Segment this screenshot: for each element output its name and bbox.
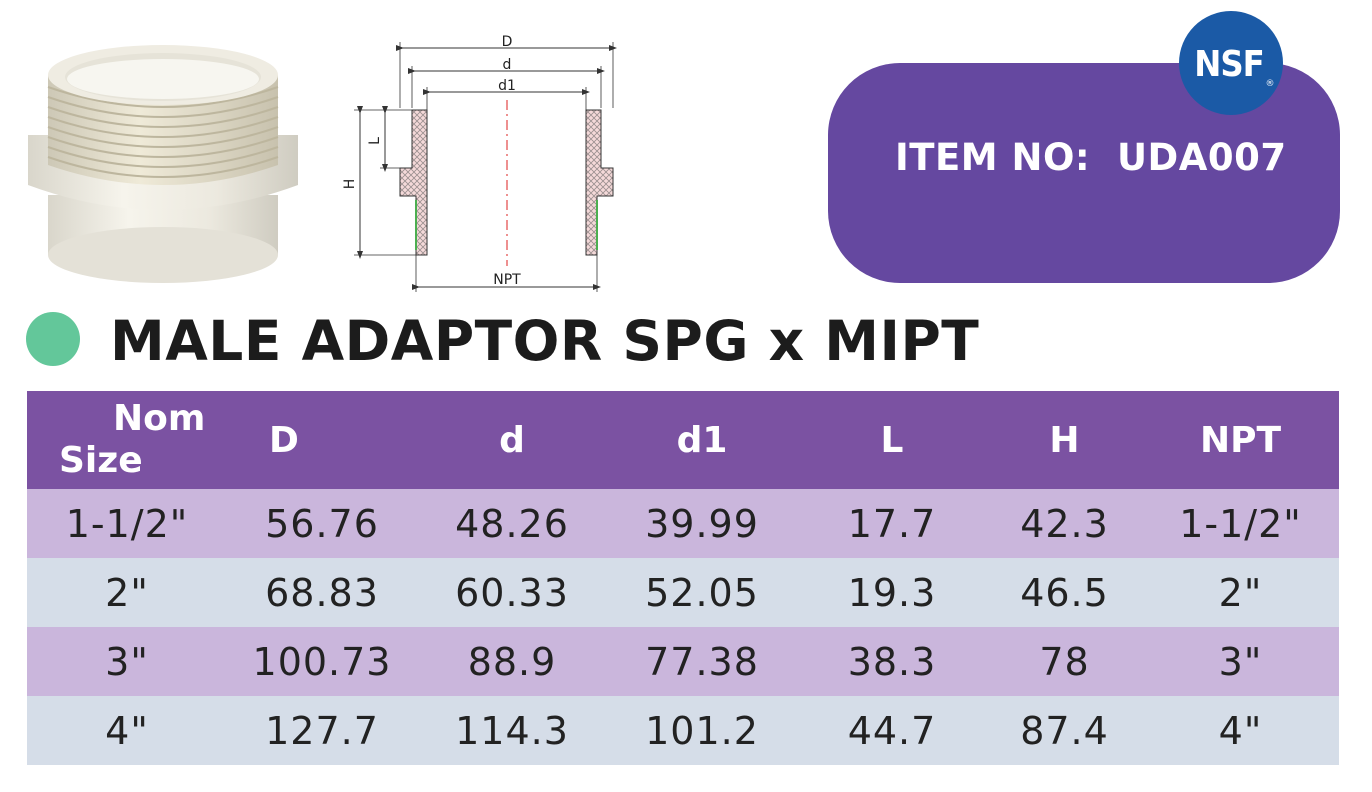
header-nom-size: Nom Size: [27, 391, 227, 489]
cell-d1: 101.2: [645, 708, 759, 753]
label-NPT: NPT: [493, 272, 521, 288]
technical-drawing: D d d1 H L NPT: [342, 34, 617, 292]
label-D: D: [502, 34, 513, 50]
cell-D: 100.73: [252, 639, 392, 684]
table-row: 3" 100.73 88.9 77.38 38.3 78 3": [27, 627, 1339, 696]
item-number: ITEM NO: UDA007: [895, 136, 1315, 179]
cell-NPT: 2": [1218, 570, 1263, 615]
label-H: H: [342, 179, 358, 190]
cell-NPT: 4": [1218, 708, 1263, 753]
cell-NPT: 1-1/2": [1179, 501, 1302, 546]
cell-d: 48.26: [455, 501, 569, 546]
cell-d1: 52.05: [645, 570, 759, 615]
cell-d: 60.33: [455, 570, 569, 615]
cell-d1: 77.38: [645, 639, 759, 684]
cell-D: 56.76: [265, 501, 379, 546]
table-header-row: Nom Size D d d1 L H NPT: [27, 391, 1339, 489]
cell-H: 42.3: [1020, 501, 1109, 546]
header-nom-line1: Nom: [113, 398, 206, 439]
nsf-logo-text: NSF: [1194, 44, 1264, 85]
cell-L: 44.7: [847, 708, 937, 753]
section-bullet: [26, 312, 80, 366]
label-d: d: [503, 57, 512, 73]
label-L: L: [367, 137, 383, 145]
cell-NPT: 3": [1218, 639, 1263, 684]
table-row: 4" 127.7 114.3 101.2 44.7 87.4 4": [27, 696, 1339, 765]
cell-L: 19.3: [847, 570, 937, 615]
cell-d1: 39.99: [645, 501, 759, 546]
cell-L: 17.7: [847, 501, 937, 546]
page-title: MALE ADAPTOR SPG x MIPT: [110, 309, 980, 373]
cell-nom-size: 3": [105, 639, 149, 684]
item-code: UDA007: [1116, 136, 1287, 179]
cell-nom-size: 4": [105, 708, 149, 753]
cell-nom-size: 2": [105, 570, 149, 615]
cell-D: 68.83: [265, 570, 379, 615]
table-row: 2" 68.83 60.33 52.05 19.3 46.5 2": [27, 558, 1339, 627]
cell-H: 46.5: [1020, 570, 1109, 615]
cell-H: 87.4: [1020, 708, 1109, 753]
cell-d: 114.3: [455, 708, 569, 753]
cell-nom-size: 1-1/2": [65, 501, 189, 546]
cell-D: 127.7: [265, 708, 379, 753]
header-L: L: [880, 419, 904, 461]
registered-mark: ®: [1266, 79, 1275, 89]
spec-table: Nom Size D d d1 L H NPT 1-1/2" 56.76 48.…: [27, 391, 1339, 765]
cell-H: 78: [1039, 639, 1090, 684]
header-d: d: [499, 419, 525, 461]
table-row: 1-1/2" 56.76 48.26 39.99 17.7 42.3 1-1/2…: [27, 489, 1339, 558]
nsf-logo: NSF ®: [1179, 11, 1283, 115]
header-H: H: [1049, 419, 1080, 461]
product-photo: [28, 45, 298, 283]
label-d1: d1: [498, 78, 516, 94]
cell-L: 38.3: [847, 639, 937, 684]
header-D: D: [269, 419, 299, 461]
header-NPT: NPT: [1199, 419, 1282, 461]
header-nom-line2: Size: [59, 440, 143, 481]
item-label: ITEM NO:: [895, 136, 1091, 179]
header-d1: d1: [676, 419, 728, 461]
cell-d: 88.9: [467, 639, 557, 684]
